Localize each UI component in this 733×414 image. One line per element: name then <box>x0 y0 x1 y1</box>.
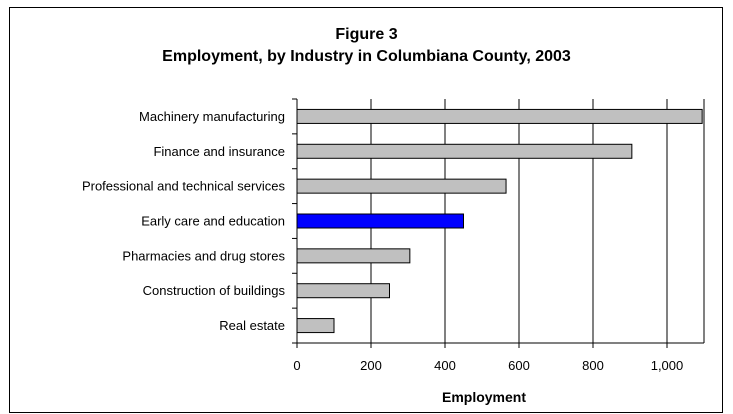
bar <box>296 108 703 124</box>
bar <box>296 143 633 159</box>
x-tick-label: 600 <box>508 358 530 373</box>
chart-subtitle: Employment, by Industry in Columbiana Co… <box>162 48 571 65</box>
x-tick-label: 800 <box>582 358 604 373</box>
x-tick-labels: 0 200 400 600 800 1,000 <box>293 358 683 373</box>
bar <box>296 283 390 299</box>
bar <box>296 178 507 194</box>
category-label: Professional and technical services <box>82 179 286 194</box>
x-tick-label: 1,000 <box>651 358 684 373</box>
x-tick-label: 400 <box>434 358 456 373</box>
x-tick-label: 0 <box>293 358 300 373</box>
axes <box>292 98 704 348</box>
category-label: Early care and education <box>141 214 285 229</box>
x-tick-label: 200 <box>360 358 382 373</box>
bar <box>296 318 335 334</box>
chart-frame <box>9 7 723 413</box>
category-label: Construction of buildings <box>143 283 286 298</box>
category-label: Finance and insurance <box>153 144 285 159</box>
category-label: Pharmacies and drug stores <box>122 248 285 263</box>
bar <box>296 248 411 264</box>
x-axis-title: Employment <box>442 389 526 405</box>
category-label: Machinery manufacturing <box>139 109 285 124</box>
category-labels: Machinery manufacturing Finance and insur… <box>82 109 286 333</box>
chart-title: Figure 3 <box>335 26 398 43</box>
bars <box>296 108 703 334</box>
category-label: Real estate <box>219 318 285 333</box>
bar <box>296 213 464 229</box>
gridlines <box>370 99 705 343</box>
